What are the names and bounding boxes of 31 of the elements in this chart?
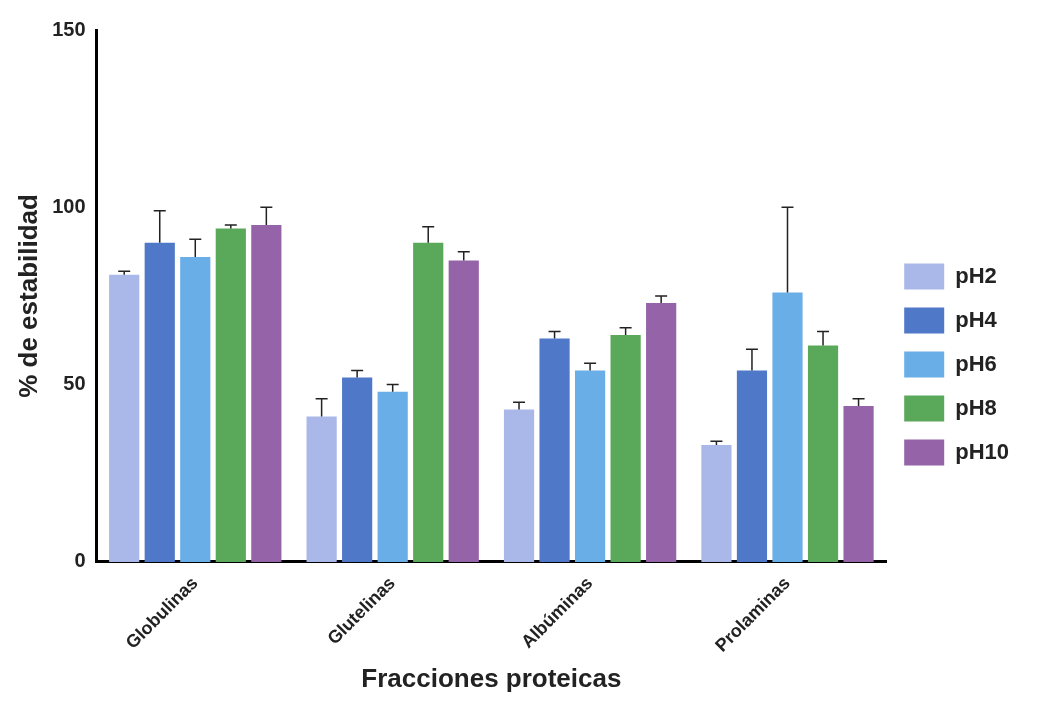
bar <box>306 416 337 562</box>
bar <box>180 256 211 562</box>
bar <box>413 242 444 562</box>
bar <box>448 260 479 562</box>
bar <box>843 405 874 562</box>
legend-label: pH2 <box>955 262 997 288</box>
y-tick-label: 150 <box>52 17 86 40</box>
bar <box>109 274 140 562</box>
bar <box>772 292 803 562</box>
legend-label: pH4 <box>955 306 998 332</box>
legend-label: pH6 <box>955 350 997 376</box>
bar <box>610 334 641 562</box>
y-tick-label: 100 <box>52 194 86 217</box>
legend-label: pH10 <box>955 438 1009 464</box>
y-axis-title: % de estabilidad <box>12 194 43 398</box>
bar <box>646 303 677 562</box>
x-axis-title: Fracciones proteicas <box>361 662 622 693</box>
bar <box>144 242 175 562</box>
bar <box>539 338 570 562</box>
y-tick-label: 50 <box>63 372 86 395</box>
bar <box>503 409 535 562</box>
bar <box>215 228 246 562</box>
bar <box>342 377 373 562</box>
y-tick-label: 0 <box>74 549 86 572</box>
bar <box>736 370 768 562</box>
legend-label: pH8 <box>955 394 997 420</box>
bar <box>807 345 839 562</box>
bar <box>701 444 732 562</box>
bar <box>574 370 606 562</box>
bar <box>377 391 408 562</box>
bar <box>251 225 282 562</box>
